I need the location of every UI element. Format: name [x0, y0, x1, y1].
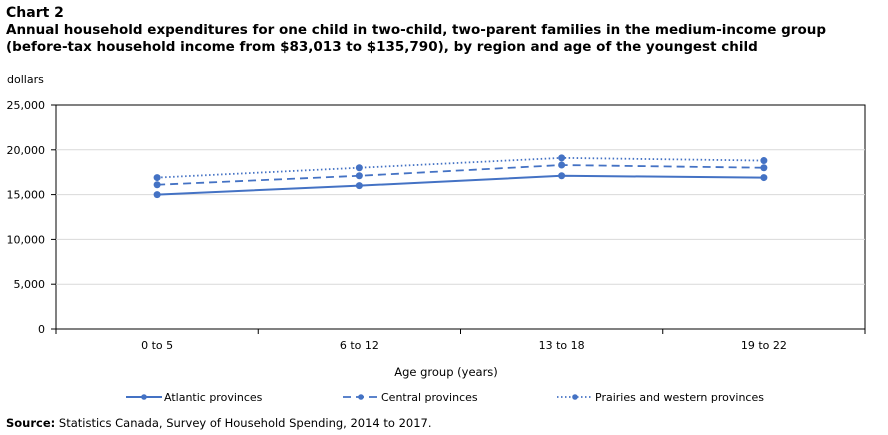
legend-label-atlantic-provinces: Atlantic provinces [164, 391, 263, 404]
x-tick-label: 19 to 22 [741, 339, 787, 352]
chart-header: Chart 2 Annual household expenditures fo… [6, 5, 886, 56]
y-tick-label: 0 [38, 323, 45, 336]
data-point-atlantic-provinces [153, 191, 161, 199]
y-axis-label: dollars [7, 73, 44, 86]
y-tick-label: 20,000 [7, 144, 46, 157]
data-point-atlantic-provinces [558, 172, 566, 180]
data-point-prairies-and-western-provinces [558, 154, 566, 162]
source-note: Source: Statistics Canada, Survey of Hou… [6, 416, 432, 430]
data-point-central-provinces [153, 181, 161, 189]
grid-lines [51, 104, 866, 334]
x-tick-label: 13 to 18 [539, 339, 585, 352]
legend: Atlantic provinces Central provinces Prair… [126, 391, 764, 404]
data-point-atlantic-provinces [355, 182, 363, 190]
data-point-prairies-and-western-provinces [760, 157, 768, 165]
y-tick-label: 25,000 [7, 99, 46, 112]
series-lines [153, 154, 768, 199]
source-label: Source: [6, 416, 56, 430]
legend-label-prairies-and-western-provinces: Prairies and western provinces [595, 391, 764, 404]
x-axis-label: Age group (years) [394, 365, 498, 379]
legend-marker-atlantic-provinces [141, 394, 147, 400]
series-line-central-provinces [157, 164, 764, 186]
plot-area-border [55, 104, 866, 330]
series-line-prairies-and-western-provinces [157, 156, 764, 179]
data-point-prairies-and-western-provinces [355, 164, 363, 172]
data-point-prairies-and-western-provinces [153, 174, 161, 182]
chart-title: Annual household expenditures for one ch… [6, 22, 826, 55]
chart-number: Chart 2 [6, 5, 64, 21]
y-tick-label: 15,000 [7, 189, 46, 202]
y-tick-labels: 0 5,000 10,000 15,000 20,000 25,000 [7, 99, 46, 336]
data-point-central-provinces [355, 172, 363, 180]
x-tick-label: 6 to 12 [340, 339, 379, 352]
legend-label-central-provinces: Central provinces [381, 391, 478, 404]
legend-marker-prairies-and-western-provinces [572, 394, 578, 400]
data-point-central-provinces [558, 161, 566, 169]
y-tick-label: 5,000 [14, 278, 46, 291]
source-text: Statistics Canada, Survey of Household S… [55, 416, 432, 430]
series-line-atlantic-provinces [157, 174, 764, 196]
y-tick-label: 10,000 [7, 233, 46, 246]
legend-marker-central-provinces [358, 394, 364, 400]
x-tick-label: 0 to 5 [141, 339, 173, 352]
data-point-atlantic-provinces [760, 174, 768, 182]
data-point-central-provinces [760, 164, 768, 172]
x-tick-labels: 0 to 5 6 to 12 13 to 18 19 to 22 [141, 339, 787, 352]
